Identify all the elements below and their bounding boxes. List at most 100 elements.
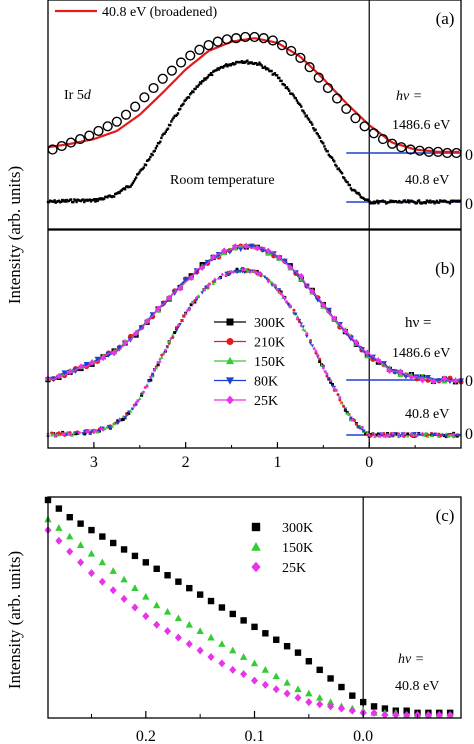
series-b-low-point-25K [452,432,456,437]
series-c-point-25K [164,627,172,636]
x-tick-label-c: 0.2 [136,728,156,744]
series-a-408-point [346,181,349,184]
series-c-point-300K [240,617,247,624]
series-a-408-point [163,132,166,135]
series-b-low-point-25K [329,378,333,383]
series-a-408-point [333,160,336,163]
series-a-1486-point [276,40,288,51]
series-b-high-point-25K [408,373,415,381]
series-c-point-25K [272,685,280,694]
series-a-408-point [372,200,376,203]
series-b-low-point-25K [152,367,157,372]
series-b-high-point-25K [67,368,73,376]
series-c-point-25K [305,698,313,707]
series-c-point-25K [392,711,400,719]
series-b-low-point-80K [349,416,353,420]
series-a-408-point [255,62,258,65]
series-c-point-150K [305,689,313,697]
series-c-point-25K [55,536,63,545]
series-b-low-point-80K [134,403,138,407]
series-c-point-300K [283,643,291,650]
series-a-408-point [134,176,138,179]
series-a-1486-point [377,133,389,145]
series-b-low-point-25K [206,283,210,288]
series-a-408-point [53,199,56,202]
series-a-408-point [383,200,387,203]
series-a-408-point [285,86,289,89]
annotation-hv-a: hν = [396,89,422,104]
series-a-408-point [118,191,121,195]
series-c-point-150K [272,672,280,680]
series-c-point-25K [185,640,193,649]
series-c-point-25K [403,711,411,719]
series-b-low-point-80K [308,341,313,346]
series-b-low-point-80K [305,335,309,339]
series-a-408-point [184,98,187,102]
series-a-408-point [292,94,295,97]
series-a-408-point [310,121,313,124]
series-b-high-point-25K [155,305,161,312]
series-a-408-point [373,201,377,205]
series-a-408-point [133,178,137,181]
series-a-1486-point [185,50,196,61]
series-c-point-300K [370,703,378,710]
series-c-point-150K [98,558,107,566]
series-b-high-point-25K [276,254,283,261]
series-b-high-point-25K [265,247,272,255]
series-a-1486-point [203,40,214,51]
series-a-408-point [458,199,462,202]
series-b-high-point-80K [292,270,299,276]
series-a-1486-point [139,92,150,103]
series-a-408-point [339,170,343,174]
series-b-low-point-80K [327,377,331,381]
series-b-low-point-300K [364,432,368,436]
series-b-low-point-80K [429,432,434,436]
series-b-low-point-80K [150,372,155,376]
series-c-point-25K [142,612,150,621]
legend-c-marker [251,561,261,573]
series-b-low-point-150K [446,434,450,438]
series-c-point-300K [229,610,236,618]
series-b-low-point-210K [382,432,386,436]
series-b-low-point-25K [84,429,89,434]
series-b-low-point-80K [294,312,298,316]
series-a-1486-point [148,82,159,94]
legend-c-label: 150K [282,541,313,556]
series-b-low-point-80K [123,416,127,420]
series-a-408-point [312,127,315,130]
panel-b-plot-area [45,230,464,448]
legend-a-label: 40.8 eV (broadened) [102,5,218,20]
legend-b-label: 80K [254,375,278,390]
x-tick-label-c: 0.1 [245,728,265,744]
series-b-low-point-25K [62,432,67,436]
series-a-408-point [377,202,380,205]
series-b-low-point-25K [220,272,225,277]
annotation-room-temperature: Room temperature [170,173,275,188]
series-b-low-point-300K [116,419,120,423]
series-a-408-point [120,189,123,192]
series-b-low-point-80K [227,272,232,277]
series-b-low-point-300K [318,360,322,364]
series-a-408-point [82,198,85,201]
series-b-high-point-25K [243,242,250,250]
panel-c-label: (c) [436,506,455,525]
series-c-point-300K [403,707,410,714]
series-a-408-point [323,145,326,148]
x-tick-label-c: 0.0 [353,728,373,744]
series-a-408-point [311,123,314,126]
series-c-point-150K [239,653,248,660]
series-b-low-point-25K [314,349,318,354]
series-a-408-point [142,166,145,169]
series-b-low-point-150K [70,433,74,437]
series-b-low-point-80K [277,288,282,292]
series-a-408-point [286,87,290,91]
series-a-408-point [303,112,306,115]
series-a-408-point [344,179,347,182]
series-a-408-point [153,149,156,153]
legend-b: 300K 210K 150K 80K 25K [214,316,285,409]
series-c-point-300K [142,559,150,566]
series-c-point-150K [250,659,259,667]
series-b-low-point-25K [248,270,252,274]
series-b-high-point-80K [248,243,255,250]
series-b-low-point-25K [411,433,415,438]
